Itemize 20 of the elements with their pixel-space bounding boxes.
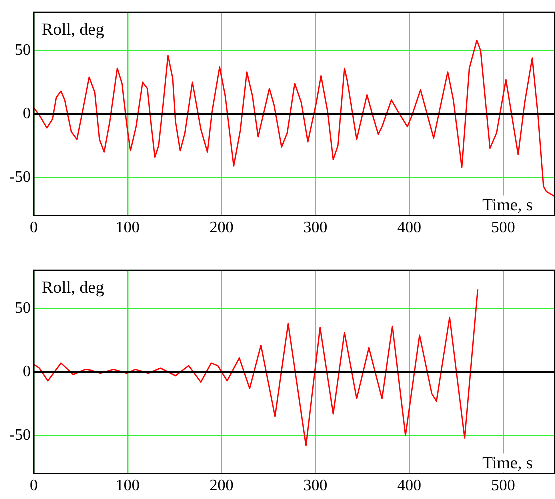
y-tick-label: 0 [23, 363, 31, 380]
y-tick-label: -50 [10, 168, 31, 186]
x-tick-label: 200 [210, 220, 234, 237]
x-axis-title: Time, s [482, 195, 533, 214]
x-tick-label: 300 [304, 478, 328, 495]
x-tick-label: 300 [304, 220, 328, 237]
x-tick-label: 400 [397, 478, 422, 495]
y-axis-title: Roll, deg [42, 20, 105, 40]
x-tick-label: 500 [491, 220, 516, 237]
y-tick-label: -50 [10, 426, 31, 444]
x-tick-label: 400 [397, 220, 422, 237]
y-tick-label: 0 [23, 105, 31, 122]
x-tick-label: 500 [491, 478, 516, 495]
x-tick-label: 100 [116, 220, 140, 237]
x-tick-label: 200 [210, 478, 234, 495]
x-tick-label: 100 [116, 478, 140, 495]
y-tick-label: 50 [15, 300, 31, 317]
x-axis-title: Time, s [482, 453, 533, 472]
y-axis-title: Roll, deg [42, 278, 105, 298]
y-tick-label: 50 [15, 42, 31, 59]
